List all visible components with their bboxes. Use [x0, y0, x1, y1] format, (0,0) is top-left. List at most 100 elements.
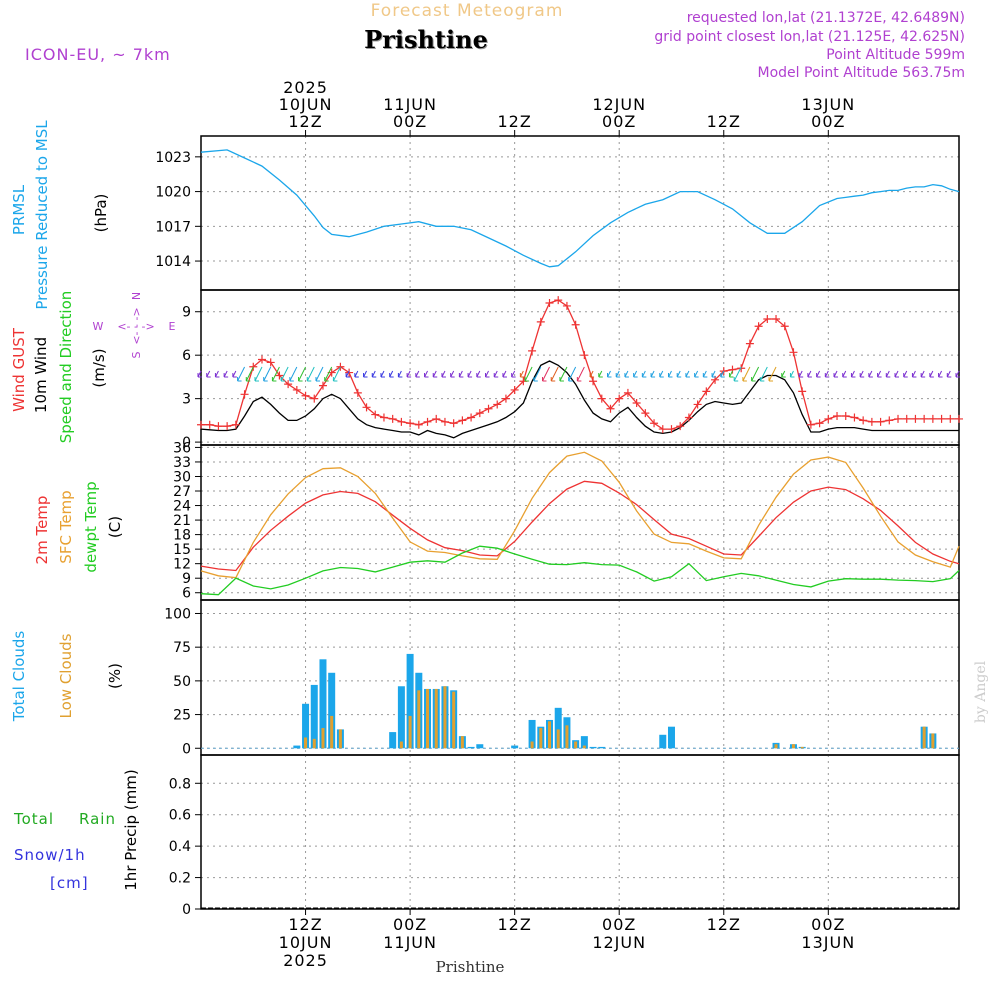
wind-gust-point: [458, 416, 467, 425]
wind-gust-point: [371, 410, 380, 419]
wind-direction-arrow: [742, 366, 751, 382]
wind-gust-point: [275, 371, 284, 380]
low-cloud-bar: [399, 741, 403, 749]
top-hour-label: 12Z: [288, 112, 322, 131]
low-cloud-bar: [800, 746, 804, 749]
wind-gust-point: [902, 414, 911, 423]
wind-gust-point: [641, 409, 650, 418]
wind-gust-point: [284, 380, 293, 389]
wind-direction-arrow: [223, 370, 229, 378]
wind-gust-point: [292, 385, 301, 394]
wind-gust-point: [214, 422, 223, 431]
pressure-frame: [200, 135, 960, 291]
total-cloud-bar: [580, 736, 588, 749]
low-cloud-bar: [539, 728, 543, 749]
wind-gust-point: [493, 400, 502, 409]
wind-gust-point: [397, 417, 406, 426]
wind-direction-arrow: [363, 370, 368, 378]
wind-direction-arrow: [332, 366, 341, 382]
wind-label-unit: (m/s): [90, 348, 108, 387]
cloud-label-unit: (%): [106, 663, 124, 689]
wind-gust-point: [562, 301, 571, 310]
bottom-year-label: 2025: [283, 951, 328, 970]
wind-gust-point: [231, 420, 240, 429]
total-cloud-bar: [476, 744, 484, 749]
wind-direction-arrow: [315, 366, 324, 382]
total-cloud-bar: [302, 703, 310, 749]
wind-direction-arrow: [237, 366, 246, 382]
wind-direction-arrow: [650, 370, 656, 378]
pressure-label-unit: (hPa): [92, 194, 110, 233]
wind-gust-point: [623, 388, 632, 397]
compass-w: W: [93, 320, 104, 333]
top-hour-label: 00Z: [602, 112, 636, 131]
wind-gust-point: [824, 414, 833, 423]
clouds-ytick-label: 0: [182, 741, 191, 757]
compass-n: N: [130, 292, 143, 300]
temperature-ytick-label: 24: [173, 499, 191, 515]
wind-direction-arrow: [263, 366, 272, 382]
wind-direction-arrow: [345, 370, 351, 378]
wind-gust-point: [650, 419, 659, 428]
wind-direction-arrow: [432, 370, 438, 378]
wind-gust-point: [301, 391, 310, 400]
temperature-ytick-label: 27: [173, 484, 191, 500]
cloud-label-total: Total Clouds: [10, 631, 28, 723]
low-cloud-bar: [460, 736, 464, 749]
credit: by Angel: [973, 660, 989, 723]
wind-gust-point: [536, 317, 545, 326]
wind-direction-arrow: [511, 370, 516, 378]
total-cloud-bar: [528, 719, 536, 749]
wind-gust-point: [318, 381, 327, 390]
wind-direction-arrow: [542, 366, 550, 382]
temperature-frame: [200, 444, 960, 601]
precip-frame: [200, 754, 960, 910]
wind-gust-point: [946, 414, 955, 423]
wind-direction-arrow: [406, 370, 412, 378]
wind-gust-point: [745, 339, 754, 348]
wind-direction-arrow: [946, 370, 952, 378]
top-hour-label: 12Z: [707, 112, 741, 131]
bottom-date-label: 11JUN: [383, 933, 437, 952]
wind-gust-point: [693, 400, 702, 409]
wind-direction-arrow: [271, 366, 280, 382]
wind-direction-arrow: [450, 370, 455, 378]
top-date-label: 10JUN: [279, 95, 333, 114]
wind-label-10m: 10m Wind: [32, 337, 50, 413]
point-altitude: Point Altitude 599m: [826, 47, 965, 63]
total-cloud-bar: [554, 707, 562, 749]
wind-direction-arrow: [720, 370, 725, 378]
wind-direction-arrow: [550, 366, 559, 382]
wind-direction-arrow: [476, 370, 481, 378]
wind-ytick-label: 0: [182, 435, 191, 451]
precip-label-snow: Snow/1h: [14, 846, 86, 864]
wind-gust-point: [257, 355, 266, 364]
total-cloud-bar: [328, 672, 336, 749]
wind-direction-arrow: [197, 370, 202, 378]
wind-direction-arrow: [781, 370, 786, 378]
wind-direction-arrow: [955, 370, 960, 378]
bottom-date-label: 10JUN: [279, 933, 333, 952]
wind-gust-line: [201, 299, 959, 430]
pressure-panel: 1014 1017 1020 1023: [155, 135, 960, 291]
bottom-date-label: 12JUN: [592, 933, 646, 952]
precip-label-unit: 1hr Precip (mm): [122, 769, 140, 890]
wind-gust-point: [772, 314, 781, 323]
wind-panel: 0 3 6 9: [182, 289, 960, 451]
precip-ytick-label: 0.2: [169, 871, 191, 887]
wind-ytick-label: 6: [182, 348, 191, 364]
temp-label-dewpt: dewpt Temp: [82, 481, 100, 572]
wind-gust-point: [780, 322, 789, 331]
wind-gust-point: [658, 425, 667, 434]
wind-gust-point: [597, 394, 606, 403]
wind-direction-arrow: [807, 370, 812, 378]
wind-direction-arrow: [911, 370, 917, 378]
temperature-ytick-label: 30: [173, 469, 191, 485]
temperature-ytick-label: 6: [182, 586, 191, 602]
total-cloud-bar: [293, 745, 301, 749]
precip-label-cm: [cm]: [50, 874, 89, 892]
wind-direction-arrow: [441, 370, 446, 378]
wind-gust-point: [528, 346, 537, 355]
temperature-ytick-label: 36: [173, 440, 191, 456]
wind-gust-point: [911, 414, 920, 423]
